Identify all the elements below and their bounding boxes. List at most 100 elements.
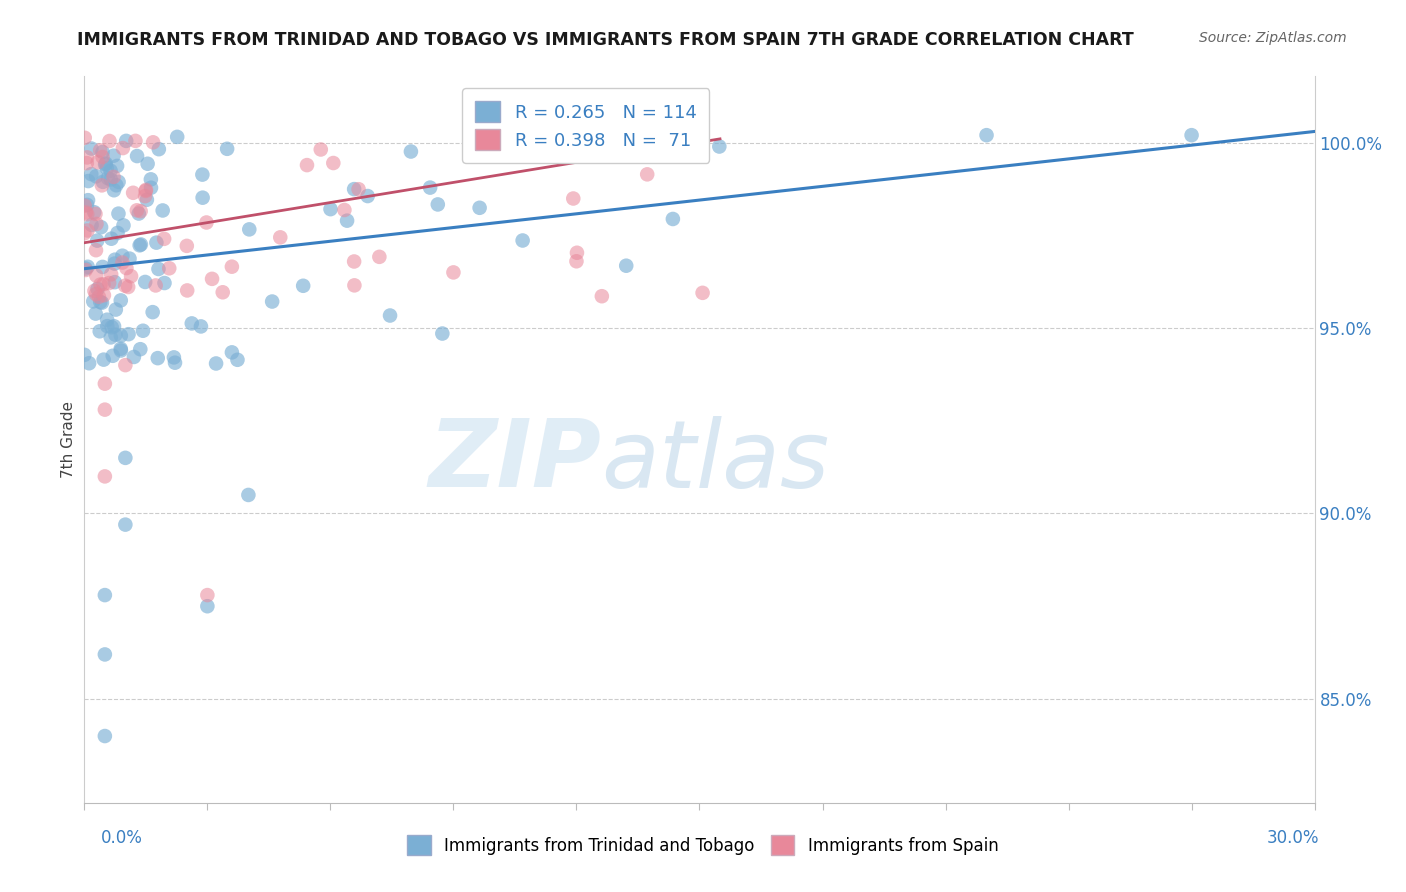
Point (238, 488, 260, 502)
Point (94, 376, 117, 391)
Point (205, 356, 228, 370)
Point (110, 343, 132, 358)
Point (226, 352, 249, 367)
Point (93, 352, 115, 367)
Point (90, 220, 112, 235)
Point (1181, 128, 1204, 143)
Point (221, 345, 243, 359)
Point (139, 172, 162, 186)
Point (82, 294, 104, 309)
Point (262, 294, 284, 309)
Point (129, 204, 152, 219)
Point (77, 193, 100, 207)
Point (139, 180, 162, 194)
Point (636, 167, 658, 181)
Point (148, 142, 170, 156)
Point (201, 272, 224, 286)
Point (86, 268, 108, 283)
Point (75, 205, 97, 219)
Point (269, 230, 291, 244)
Point (114, 450, 136, 465)
Point (94, 648, 117, 662)
Point (125, 149, 148, 163)
Point (125, 203, 148, 218)
Point (103, 149, 125, 163)
Point (77, 356, 100, 370)
Point (115, 134, 138, 148)
Point (368, 250, 391, 264)
Point (76, 223, 98, 237)
Point (343, 278, 366, 293)
Point (91, 145, 114, 159)
Point (180, 317, 202, 331)
Point (80, 167, 103, 181)
Point (419, 180, 441, 194)
Point (309, 143, 332, 157)
Text: Source: ZipAtlas.com: Source: ZipAtlas.com (1199, 31, 1347, 45)
Point (94, 729, 117, 743)
Point (118, 252, 141, 266)
Point (98, 134, 121, 148)
Text: 30.0%: 30.0% (1267, 829, 1319, 847)
Point (145, 278, 167, 293)
Point (432, 326, 454, 341)
Point (132, 324, 155, 338)
Point (319, 202, 342, 216)
Point (86, 217, 108, 231)
Point (84, 243, 107, 257)
Point (84, 169, 107, 184)
Text: ZIP: ZIP (429, 415, 602, 508)
Point (322, 156, 344, 170)
Point (91, 260, 114, 274)
Point (176, 284, 198, 298)
Point (103, 169, 125, 184)
Point (86, 155, 108, 169)
Point (614, 259, 637, 273)
Point (115, 261, 138, 276)
Point (75, 261, 97, 276)
Point (100, 320, 122, 334)
Point (166, 129, 188, 144)
Point (129, 237, 152, 252)
Point (295, 158, 318, 172)
Point (93, 288, 115, 302)
Point (191, 168, 214, 182)
Point (114, 358, 136, 372)
Point (142, 136, 165, 150)
Point (94, 588, 117, 602)
Point (73, 130, 96, 145)
Point (96, 312, 118, 326)
Point (93, 277, 115, 292)
Point (91, 295, 114, 310)
Point (211, 285, 233, 300)
Point (443, 265, 465, 279)
Point (152, 203, 174, 218)
Point (709, 139, 731, 153)
Point (565, 245, 588, 260)
Point (105, 159, 128, 173)
Point (562, 192, 585, 206)
Point (80, 218, 103, 232)
Point (103, 183, 125, 197)
Point (91, 150, 114, 164)
Point (135, 184, 157, 198)
Point (128, 238, 150, 252)
Point (100, 172, 122, 186)
Point (89, 143, 111, 157)
Point (101, 349, 124, 363)
Point (90, 178, 112, 193)
Point (135, 183, 157, 197)
Point (347, 182, 370, 196)
Point (100, 268, 122, 282)
Point (142, 305, 165, 319)
Point (89, 295, 111, 310)
Point (129, 342, 152, 356)
Point (153, 232, 176, 246)
Point (107, 226, 129, 240)
Point (91, 175, 114, 189)
Point (426, 197, 449, 211)
Point (97, 171, 120, 186)
Point (591, 289, 613, 303)
Point (96, 161, 118, 175)
Point (84, 287, 107, 301)
